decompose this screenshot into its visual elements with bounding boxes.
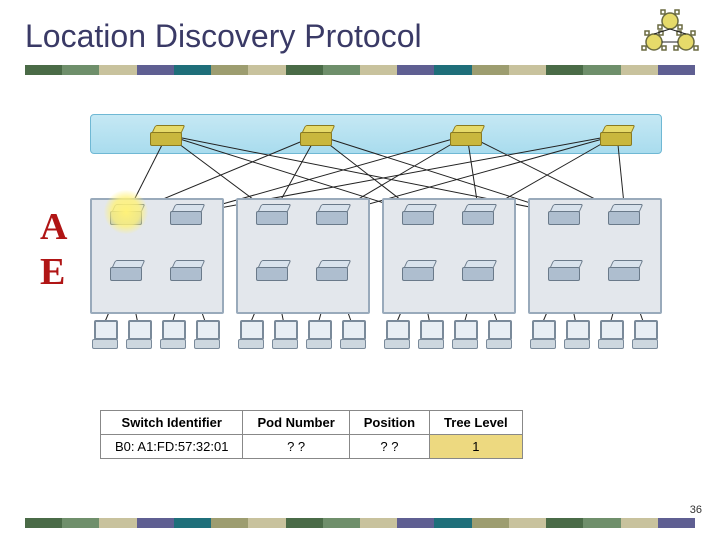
edge-switch xyxy=(170,260,204,280)
edge-label: E xyxy=(40,250,65,294)
cell-tree-level: 1 xyxy=(430,435,523,459)
edge-switch xyxy=(548,260,582,280)
host-pc xyxy=(384,320,408,348)
edge-switch xyxy=(608,260,642,280)
host-pc xyxy=(564,320,588,348)
host-pc xyxy=(418,320,442,348)
cell-pod-num: ? ? xyxy=(243,435,349,459)
host-pc xyxy=(340,320,364,348)
core-switch xyxy=(150,125,184,145)
edge-switch xyxy=(110,260,144,280)
aggregation-switch xyxy=(462,204,496,224)
page-title: Location Discovery Protocol xyxy=(25,18,422,55)
core-switch xyxy=(600,125,634,145)
host-pc xyxy=(530,320,554,348)
switch-table: Switch Identifier Pod Number Position Tr… xyxy=(100,410,523,459)
aggregation-switch xyxy=(256,204,290,224)
core-switch xyxy=(300,125,334,145)
fat-tree-diagram xyxy=(90,110,660,390)
host-pc xyxy=(92,320,116,348)
core-switch xyxy=(450,125,484,145)
aggregation-switch xyxy=(402,204,436,224)
col-switch-id: Switch Identifier xyxy=(101,411,243,435)
table-header-row: Switch Identifier Pod Number Position Tr… xyxy=(101,411,523,435)
host-pc xyxy=(452,320,476,348)
col-position: Position xyxy=(349,411,429,435)
aggregation-label: A xyxy=(40,205,67,249)
host-pc xyxy=(632,320,656,348)
edge-switch xyxy=(462,260,496,280)
aggregation-switch xyxy=(548,204,582,224)
host-pc xyxy=(306,320,330,348)
cell-position: ? ? xyxy=(349,435,429,459)
cell-switch-id: B0: A1:FD:57:32:01 xyxy=(101,435,243,459)
edge-switch xyxy=(402,260,436,280)
host-pc xyxy=(598,320,622,348)
title-underline xyxy=(25,65,695,75)
footer-stripe xyxy=(25,518,695,528)
aggregation-switch xyxy=(316,204,350,224)
page-number: 36 xyxy=(690,504,702,516)
edge-switch xyxy=(256,260,290,280)
aggregation-switch xyxy=(170,204,204,224)
host-pc xyxy=(160,320,184,348)
host-pc xyxy=(194,320,218,348)
highlight-halo xyxy=(104,190,148,234)
host-pc xyxy=(126,320,150,348)
edge-switch xyxy=(316,260,350,280)
col-tree-level: Tree Level xyxy=(430,411,523,435)
host-pc xyxy=(486,320,510,348)
aggregation-switch xyxy=(608,204,642,224)
corner-logo xyxy=(640,8,700,63)
table-row: B0: A1:FD:57:32:01 ? ? ? ? 1 xyxy=(101,435,523,459)
col-pod-num: Pod Number xyxy=(243,411,349,435)
host-pc xyxy=(272,320,296,348)
host-pc xyxy=(238,320,262,348)
